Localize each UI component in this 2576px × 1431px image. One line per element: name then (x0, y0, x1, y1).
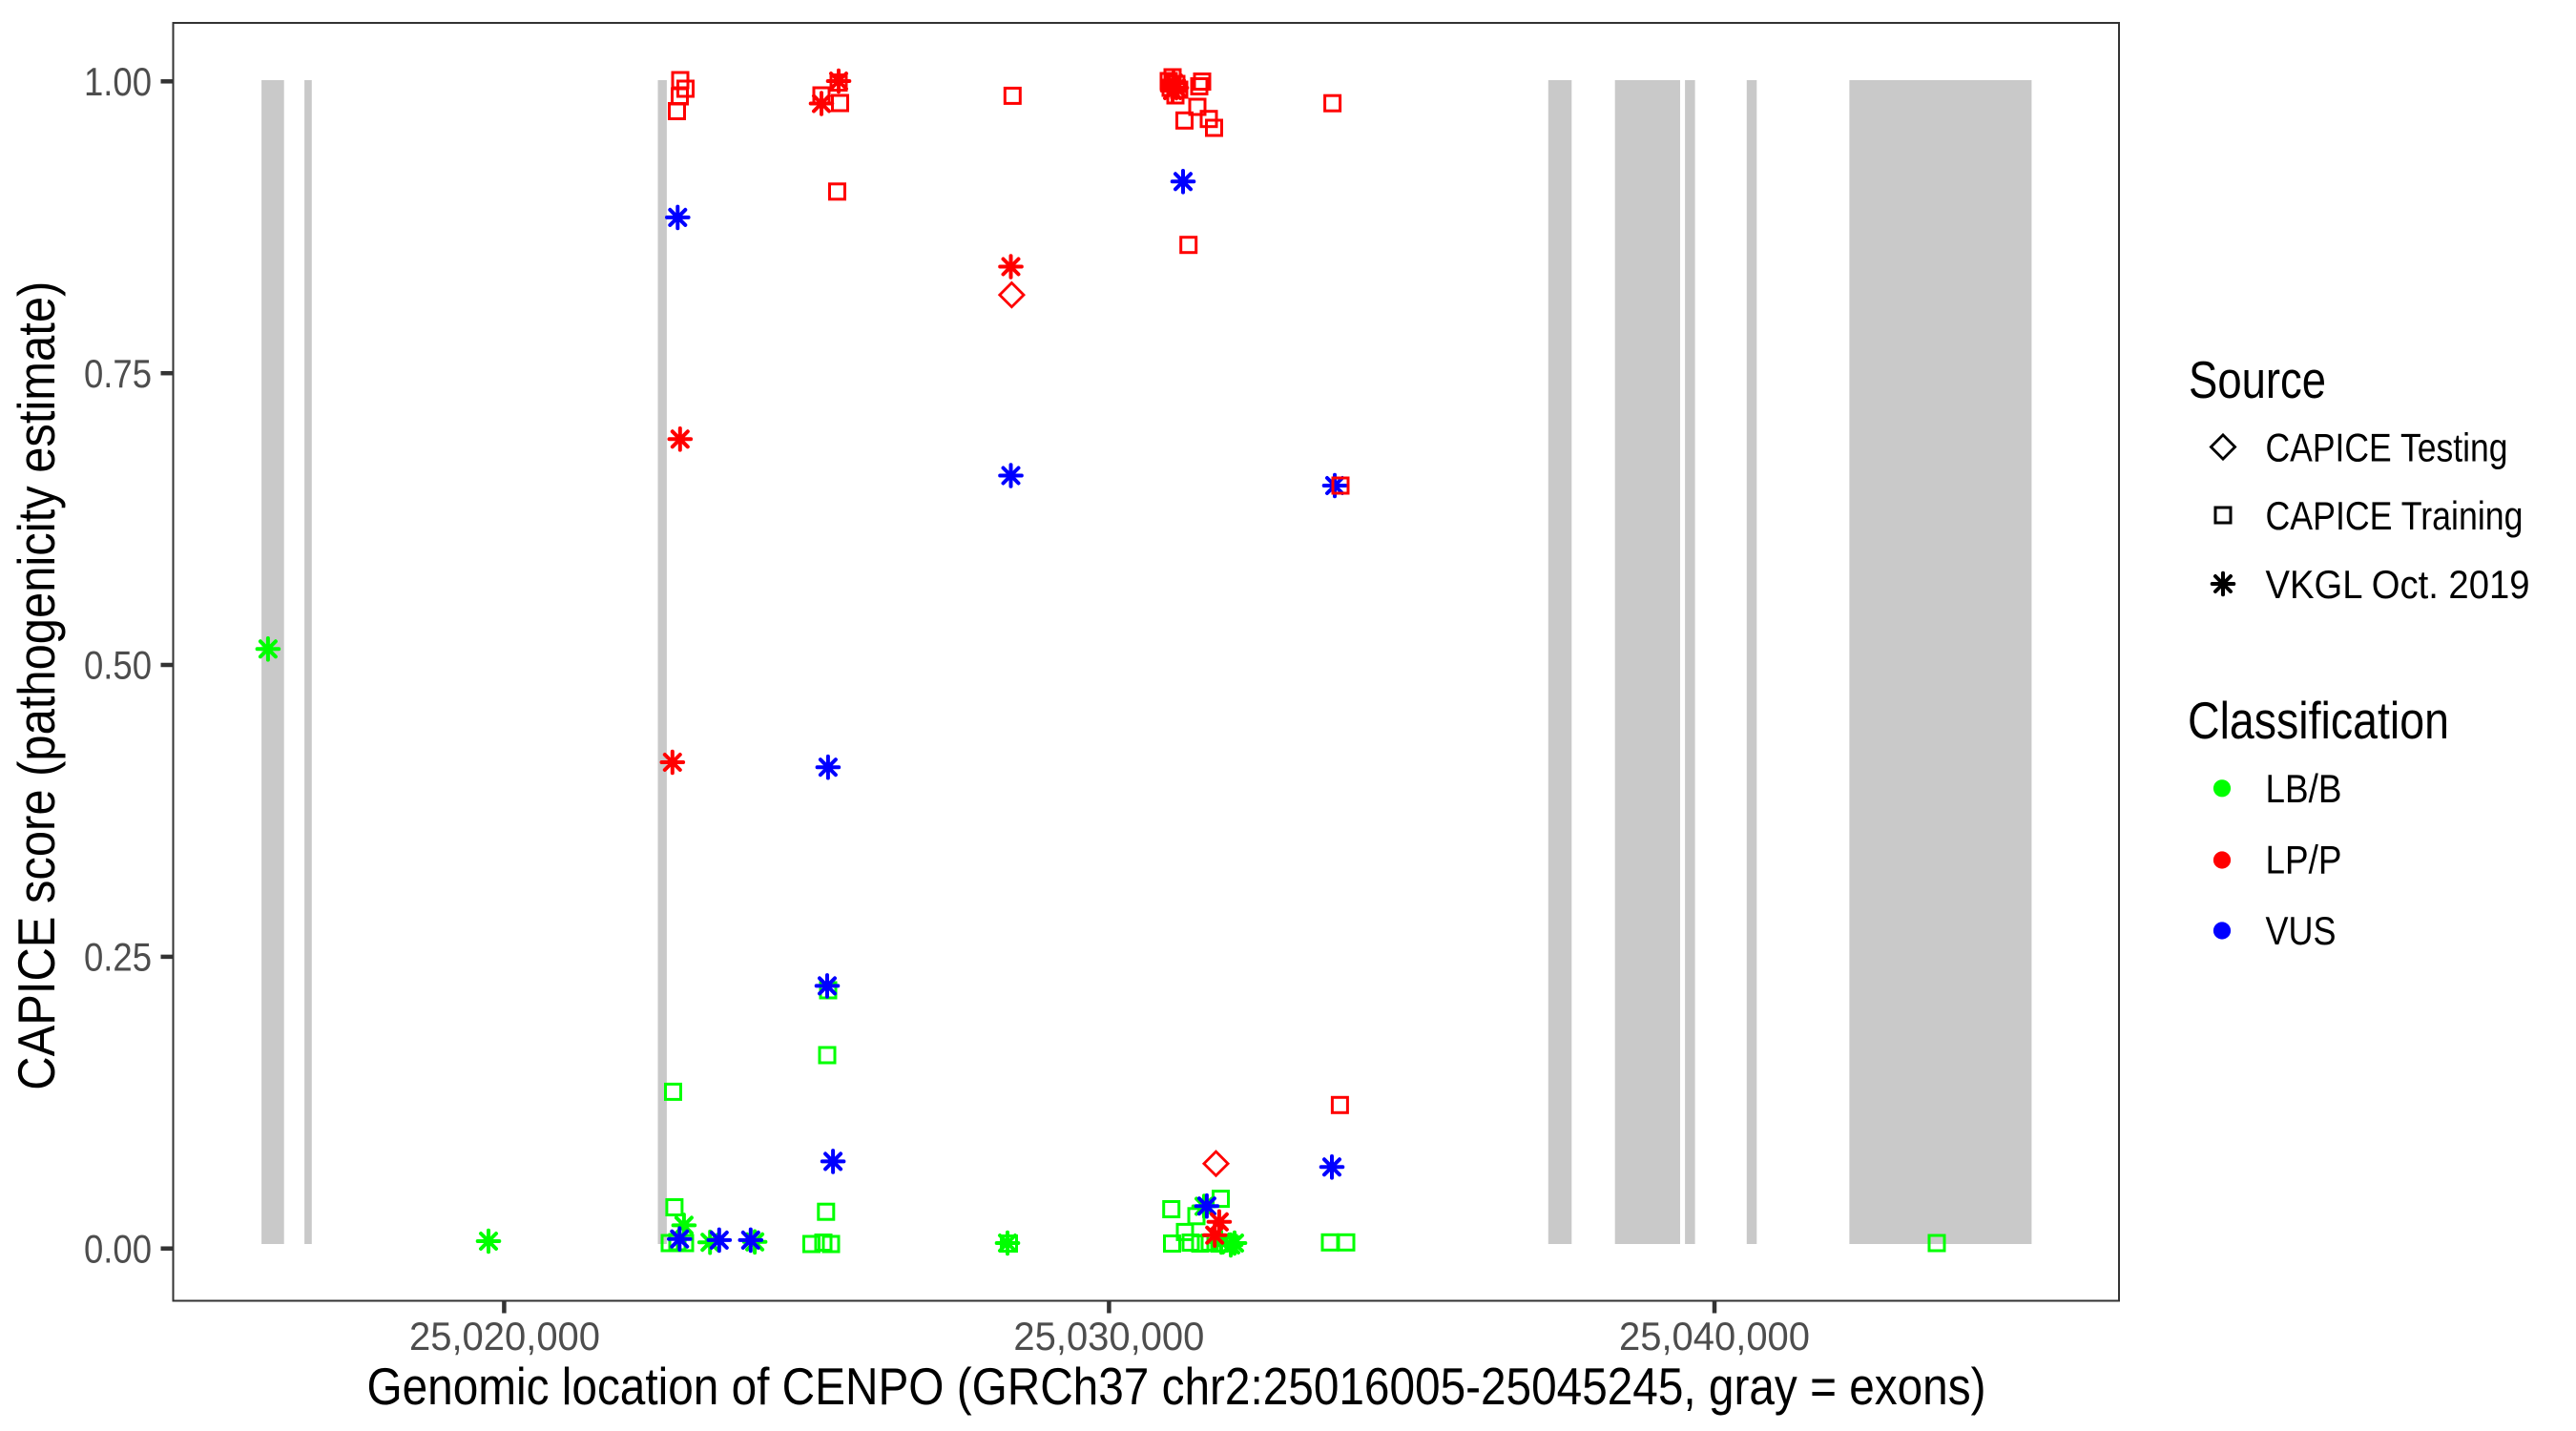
svg-text:1.00: 1.00 (84, 59, 152, 104)
svg-text:CAPICE score (pathogenicity es: CAPICE score (pathogenicity estimate) (7, 281, 66, 1090)
svg-text:CAPICE Training: CAPICE Training (2266, 493, 2524, 538)
svg-text:0.00: 0.00 (84, 1226, 152, 1271)
svg-text:LP/P: LP/P (2266, 838, 2342, 882)
svg-text:0.25: 0.25 (84, 935, 152, 980)
svg-text:0.50: 0.50 (84, 643, 152, 688)
svg-text:25,030,000: 25,030,000 (1013, 1314, 1204, 1358)
svg-text:Genomic location of CENPO (GRC: Genomic location of CENPO (GRCh37 chr2:2… (367, 1357, 1986, 1416)
svg-text:CAPICE Testing: CAPICE Testing (2266, 425, 2508, 470)
svg-text:0.75: 0.75 (84, 351, 152, 396)
svg-text:VKGL Oct. 2019: VKGL Oct. 2019 (2266, 562, 2530, 607)
svg-text:Source: Source (2189, 350, 2326, 409)
svg-text:25,020,000: 25,020,000 (409, 1314, 600, 1358)
svg-text:LB/B: LB/B (2266, 766, 2342, 811)
svg-text:VUS: VUS (2266, 908, 2337, 953)
svg-text:Classification: Classification (2188, 691, 2449, 750)
svg-text:25,040,000: 25,040,000 (1619, 1314, 1810, 1358)
